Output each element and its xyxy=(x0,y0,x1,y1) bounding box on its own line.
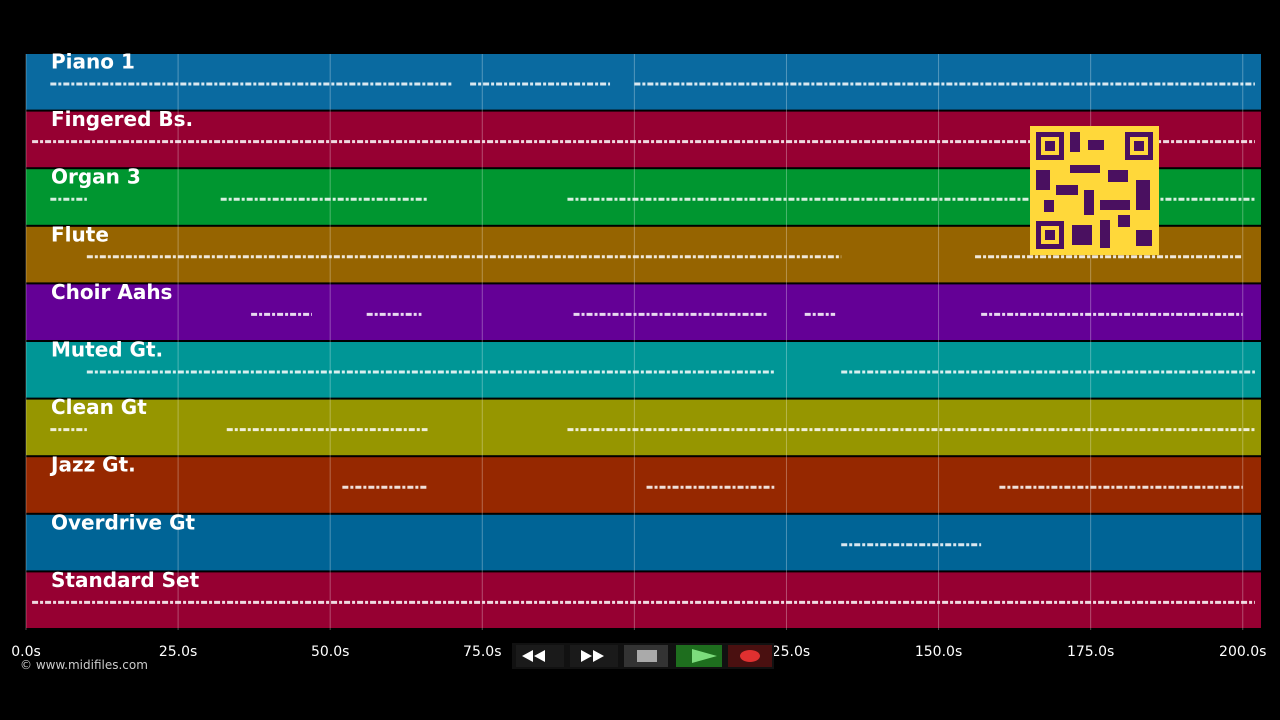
track-name: Standard Set xyxy=(51,568,200,592)
track-lane xyxy=(26,572,1261,628)
track-name: Piano 1 xyxy=(51,50,135,74)
stop-button[interactable] xyxy=(624,645,668,667)
time-axis: 0.0s25.0s50.0s75.0s100.0s125.0s150.0s175… xyxy=(11,644,1266,660)
track-name: Jazz Gt. xyxy=(49,453,136,477)
track-name: Flute xyxy=(51,222,109,246)
track-name: Clean Gt xyxy=(51,395,147,419)
tick-label: 125.0s xyxy=(763,644,810,660)
transport-controls xyxy=(512,643,774,669)
track-lane xyxy=(26,514,1261,571)
track-name: Choir Aahs xyxy=(51,280,172,304)
tick-label: 75.0s xyxy=(463,644,501,660)
track-lane xyxy=(26,284,1261,340)
grid xyxy=(25,54,1244,630)
play-button[interactable] xyxy=(676,645,722,667)
track-name: Organ 3 xyxy=(51,165,141,189)
track-lane xyxy=(26,457,1261,513)
track-lane xyxy=(26,342,1261,398)
tick-label: 150.0s xyxy=(915,644,962,660)
qr-code xyxy=(1030,126,1159,255)
tick-label: 175.0s xyxy=(1067,644,1114,660)
track-lane xyxy=(26,54,1261,110)
track-name: Overdrive Gt xyxy=(51,510,195,534)
tick-label: 25.0s xyxy=(159,644,197,660)
copyright: © www.midifiles.com xyxy=(20,658,148,672)
track-name: Fingered Bs. xyxy=(51,107,193,131)
record-button[interactable] xyxy=(728,645,772,667)
tick-label: 50.0s xyxy=(311,644,349,660)
tick-label: 0.0s xyxy=(11,644,41,660)
rewind-button[interactable] xyxy=(516,645,564,667)
tick-label: 200.0s xyxy=(1219,644,1266,660)
forward-button[interactable] xyxy=(570,645,618,667)
track-lane xyxy=(26,399,1261,456)
track-name: Muted Gt. xyxy=(51,338,163,362)
labels: Piano 1 Fingered Bs. Organ 3 Flute Choir Aah… xyxy=(49,50,200,592)
